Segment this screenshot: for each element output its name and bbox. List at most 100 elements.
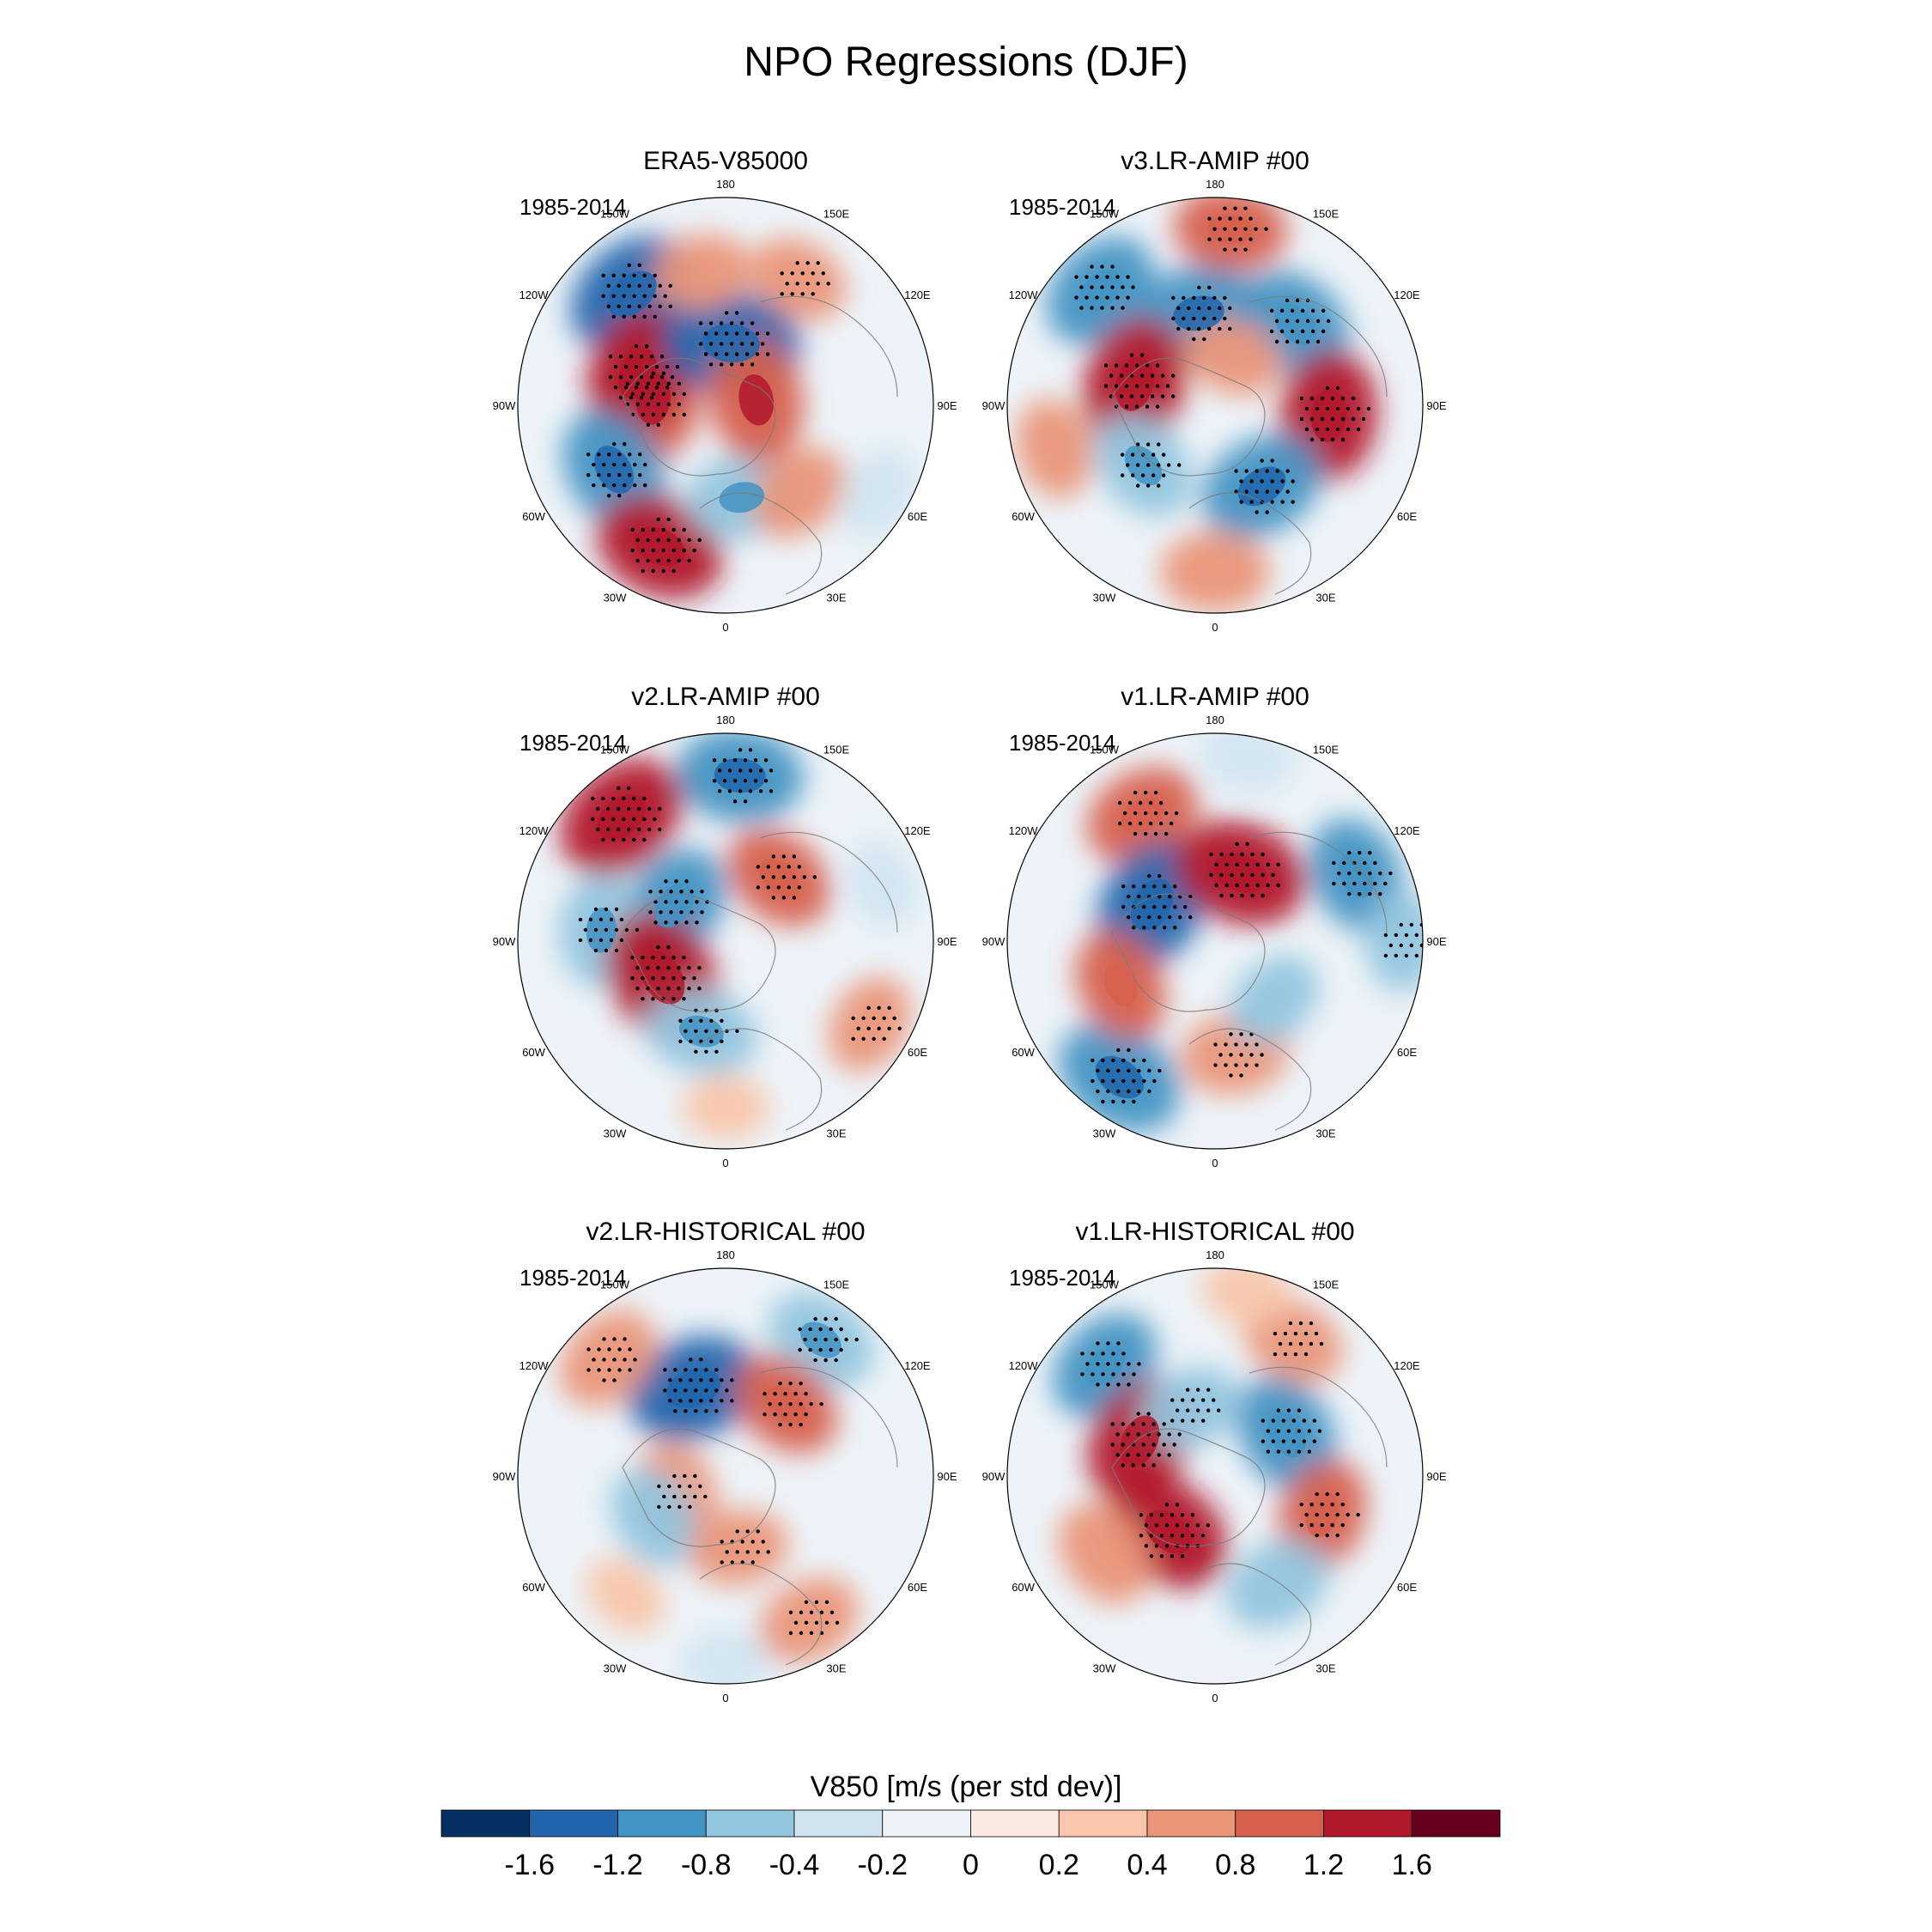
- significance-dot: [1326, 319, 1331, 324]
- significance-dot: [659, 374, 665, 380]
- significance-dot: [628, 453, 632, 457]
- significance-dot: [824, 1620, 829, 1625]
- significance-dot: [778, 1401, 782, 1406]
- map-panel-6: 180 150E 120E 90E 60E 30E 0 30W 60W 90W 120W 150W v1…: [982, 1218, 1447, 1704]
- significance-dot: [1378, 891, 1382, 896]
- significance-dot: [642, 796, 647, 801]
- longitude-label: 60W: [522, 1046, 545, 1059]
- significance-dot: [586, 473, 591, 477]
- significance-dot: [805, 282, 810, 286]
- significance-dot: [1152, 884, 1157, 889]
- significance-dot: [649, 374, 654, 380]
- significance-dot: [1250, 872, 1255, 878]
- significance-dot: [1250, 852, 1255, 857]
- significance-dot: [1276, 1408, 1281, 1413]
- significance-dot: [1223, 206, 1227, 210]
- significance-dot: [729, 362, 734, 367]
- longitude-label: 150E: [823, 208, 850, 221]
- significance-dot: [1280, 500, 1285, 504]
- significance-dot: [651, 568, 655, 574]
- significance-dot: [1116, 1382, 1121, 1387]
- colorbar-box: [1146, 1809, 1236, 1838]
- significance-dot: [656, 538, 660, 543]
- significance-dot: [1147, 874, 1151, 878]
- significance-dot: [781, 896, 787, 900]
- significance-dot: [646, 986, 650, 991]
- significance-dot: [697, 986, 702, 991]
- significance-dot: [1288, 1321, 1293, 1326]
- significance-dot: [1320, 437, 1325, 442]
- significance-dot: [694, 1368, 698, 1372]
- significance-dot: [1121, 1443, 1125, 1447]
- significance-dot: [641, 955, 645, 960]
- significance-dot: [1224, 883, 1229, 888]
- significance-dot: [629, 395, 634, 400]
- significance-dot: [1291, 500, 1295, 504]
- significance-dot: [1159, 1513, 1164, 1517]
- significance-dot: [1148, 821, 1153, 826]
- significance-dot: [1074, 295, 1078, 300]
- significance-dot: [1239, 1053, 1243, 1057]
- significance-dot: [714, 1388, 719, 1393]
- significance-dot: [1315, 1492, 1319, 1497]
- significance-dot: [788, 1610, 793, 1615]
- significance-dot: [1151, 453, 1156, 457]
- significance-dot: [1163, 926, 1167, 930]
- significance-dot: [1224, 1042, 1228, 1047]
- significance-dot: [1235, 841, 1239, 847]
- significance-dot: [1151, 1443, 1156, 1447]
- significance-dot: [623, 364, 629, 369]
- significance-dot: [1105, 295, 1109, 300]
- significance-dot: [1090, 306, 1094, 310]
- significance-dot: [1285, 298, 1290, 303]
- significance-dot: [1126, 1432, 1130, 1437]
- significance-dot: [1347, 891, 1352, 896]
- significance-dot: [799, 1381, 803, 1386]
- significance-dot: [1191, 1398, 1195, 1402]
- significance-dot: [1145, 363, 1150, 368]
- significance-dot: [1109, 374, 1114, 378]
- significance-dot: [1145, 404, 1150, 409]
- significance-dot: [834, 1316, 838, 1321]
- significance-dot: [606, 806, 611, 811]
- significance-dot: [877, 1005, 881, 1011]
- significance-dot: [1218, 306, 1222, 311]
- significance-dot: [729, 321, 734, 325]
- significance-dot: [1111, 1078, 1115, 1084]
- significance-dot: [809, 1631, 814, 1636]
- significance-dot: [617, 304, 621, 309]
- significance-dot: [1276, 1449, 1281, 1454]
- significance-dot: [689, 1399, 693, 1403]
- significance-dot: [1409, 922, 1414, 927]
- colorbar-tick-label: -1.6: [504, 1849, 555, 1881]
- significance-dot: [607, 494, 611, 498]
- significance-dot: [1116, 1362, 1121, 1366]
- significance-dot: [624, 927, 629, 933]
- significance-dot: [682, 392, 687, 397]
- significance-dot: [1159, 1534, 1164, 1538]
- significance-dot: [839, 1347, 843, 1352]
- significance-dot: [1320, 1502, 1324, 1507]
- significance-dot: [1103, 384, 1109, 388]
- significance-dot: [824, 1600, 829, 1605]
- anomaly-blob: [586, 1558, 665, 1633]
- significance-dot: [800, 271, 805, 276]
- significance-dot: [709, 1399, 714, 1403]
- colorbar-tick-label: 0.2: [1039, 1849, 1079, 1881]
- significance-dot: [593, 907, 598, 912]
- longitude-label: 150W: [1090, 1279, 1120, 1291]
- significance-dot: [1249, 237, 1253, 241]
- longitude-label: 120W: [519, 1359, 550, 1372]
- significance-dot: [661, 412, 666, 417]
- panel-period: 1985-2014: [1009, 730, 1115, 756]
- significance-dot: [1317, 1429, 1322, 1433]
- significance-dot: [1279, 308, 1285, 313]
- significance-dot: [1303, 1331, 1309, 1336]
- significance-dot: [1299, 1502, 1303, 1507]
- significance-dot: [725, 1388, 729, 1393]
- significance-dot: [1321, 329, 1326, 334]
- panel-title: v1.LR-HISTORICAL #00: [1075, 1218, 1354, 1246]
- significance-dot: [671, 955, 676, 960]
- significance-dot: [656, 558, 660, 563]
- significance-dot: [1352, 881, 1357, 886]
